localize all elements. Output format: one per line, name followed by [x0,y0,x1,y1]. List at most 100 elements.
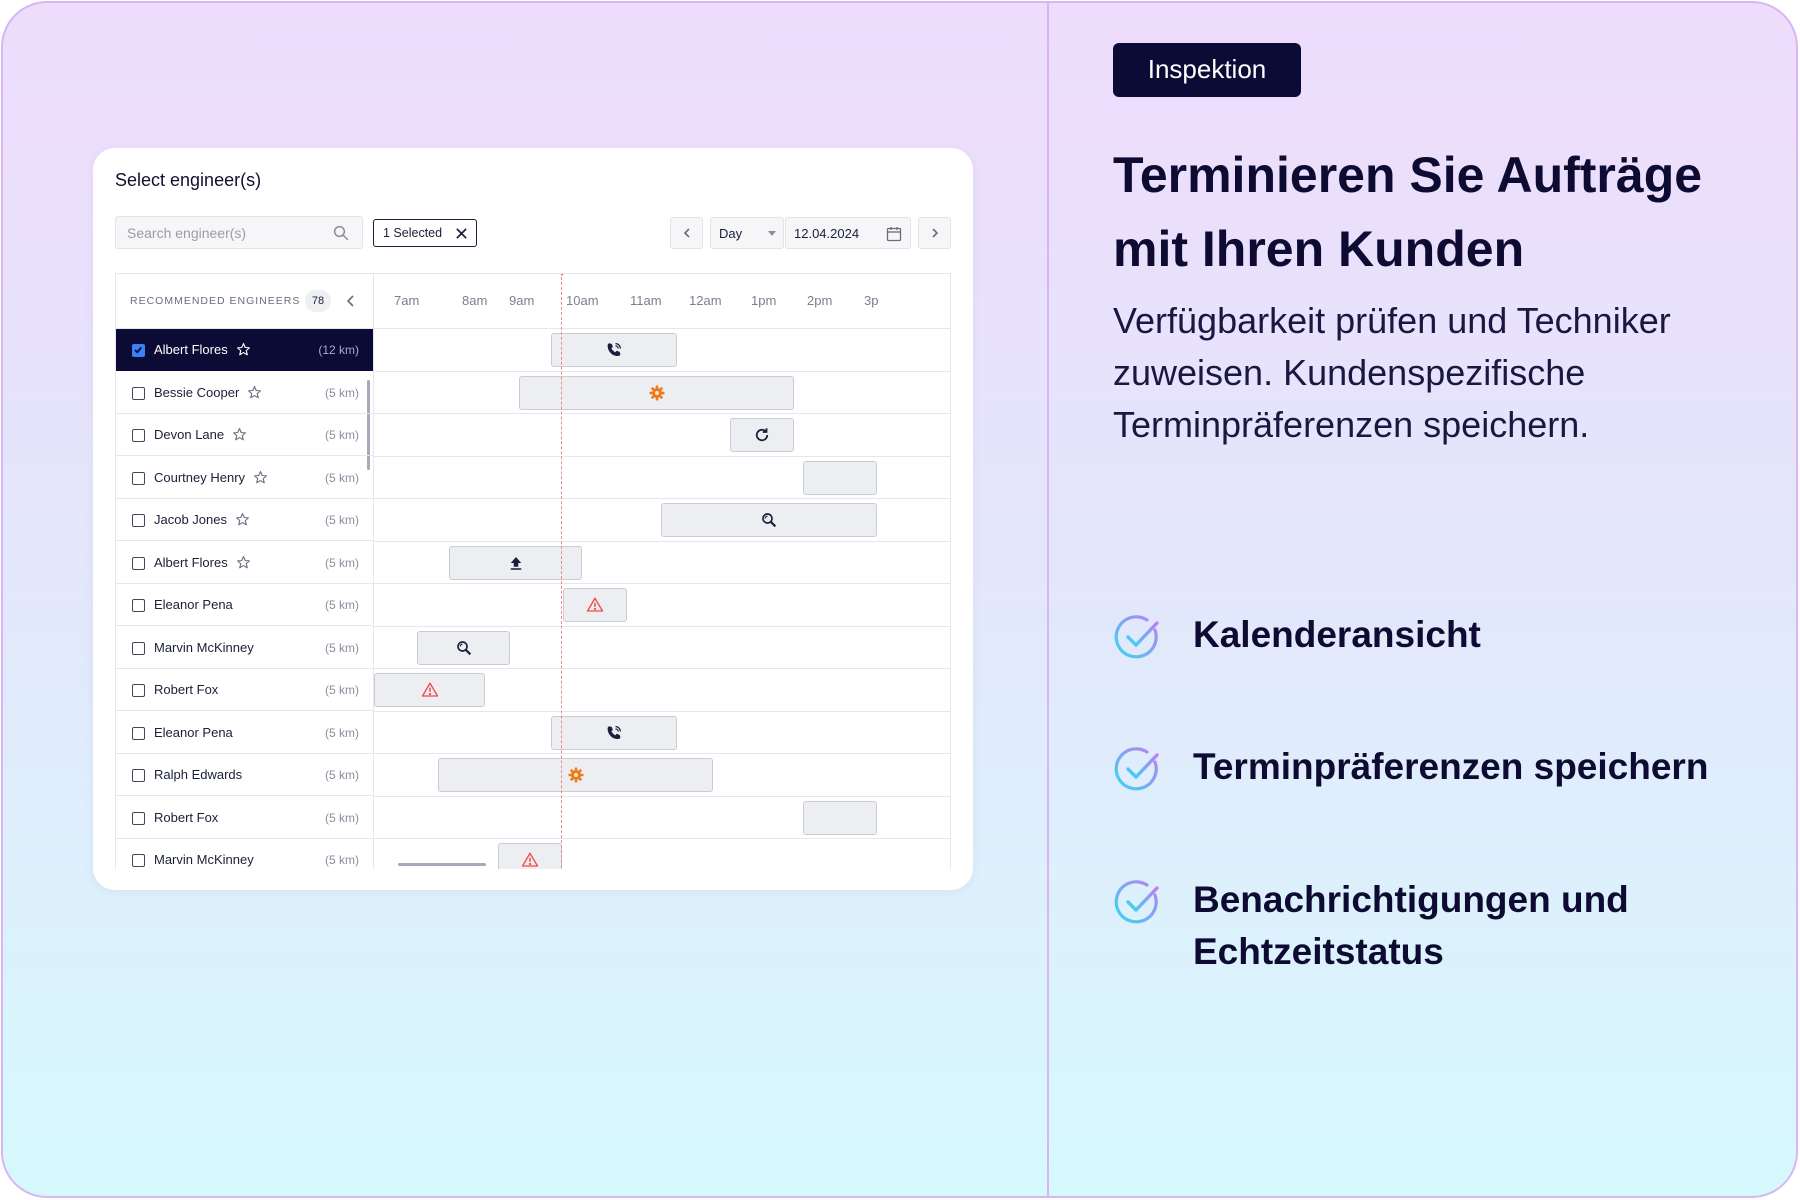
feature-label: Benachrichtigungen und Echtzeitstatus [1193,879,1629,972]
engineer-row[interactable]: Robert Fox (5 km) [116,797,373,839]
search-input[interactable]: Search engineer(s) [115,216,363,249]
caret-down-icon [768,231,776,236]
grid-row-line [374,455,950,457]
time-label: 7am [394,293,420,308]
job-block[interactable] [519,375,794,410]
warning-icon [586,597,604,612]
engineer-checkbox[interactable] [132,726,145,740]
grid-row-line [374,795,950,797]
engineer-distance: (5 km) [325,768,359,782]
close-icon[interactable] [455,227,468,240]
check-icon [134,346,142,354]
headline: Terminieren Sie Aufträge mit Ihren Kunde… [1113,147,1703,277]
engineer-checkbox[interactable] [132,769,145,782]
selected-chip[interactable]: 1 Selected [373,219,477,247]
engineer-name: Albert Flores [154,554,228,570]
engineer-row[interactable]: Marvin McKinney (5 km) [116,627,373,669]
job-block[interactable] [551,333,677,367]
engineer-row[interactable]: Jacob Jones (5 km) [116,499,373,541]
view-mode-select[interactable]: Day [710,217,784,249]
job-block[interactable] [803,460,877,495]
engineer-row[interactable]: Robert Fox (5 km) [116,669,373,711]
star-icon[interactable] [235,512,250,527]
grid-row-line [374,540,950,542]
engineer-row[interactable]: Bessie Cooper (5 km) [116,372,373,414]
grid-row-line [374,583,950,584]
gear-icon [568,767,583,783]
job-block[interactable] [374,673,485,707]
engineer-checkbox[interactable] [132,344,145,357]
engineer-distance: (5 km) [325,725,359,740]
engineer-checkbox[interactable] [132,514,145,527]
list-scrollbar[interactable] [367,380,370,470]
job-block[interactable] [498,843,562,869]
engineer-row[interactable]: Albert Flores (5 km) [116,542,373,584]
prev-day-button[interactable] [670,217,703,249]
engineer-checkbox[interactable] [132,599,145,612]
engineer-name: Albert Flores [154,342,228,357]
subtext: Verfügbarkeit prüfen und Techniker zuwei… [1113,300,1671,445]
current-time-line [561,274,562,868]
engineer-distance: (5 km) [325,598,359,612]
view-mode-label: Day [719,226,743,241]
list-header-label: RECOMMENDED ENGINEERS [130,295,301,307]
time-label: 1pm [751,293,777,308]
engineer-name: Marvin McKinney [154,639,254,655]
horizontal-scrollbar[interactable] [398,863,486,866]
job-block[interactable] [563,588,627,622]
engineer-distance: (5 km) [325,470,359,485]
star-icon[interactable] [253,470,268,485]
engineer-name: Bessie Cooper [154,384,240,400]
engineer-row[interactable]: Eleanor Pena (5 km) [116,584,373,626]
job-block[interactable] [730,418,794,452]
job-block[interactable] [803,800,877,835]
check-circle-icon [1114,615,1159,659]
grid-row-line [374,625,950,627]
engineer-list: Albert Flores (12 km) Bessie Cooper (5 km) D… [116,329,374,869]
engineer-checkbox[interactable] [132,429,145,442]
engineer-checkbox[interactable] [132,386,145,400]
engineer-checkbox[interactable] [132,854,145,867]
engineer-name: Eleanor Pena [154,724,233,740]
engineer-row[interactable]: Devon Lane (5 km) [116,414,373,456]
job-block[interactable] [417,630,510,665]
engineer-checkbox[interactable] [132,811,145,825]
time-label: 8am [462,293,488,308]
engineer-checkbox[interactable] [132,641,145,655]
chevron-left-icon [683,228,690,238]
star-icon[interactable] [232,427,247,442]
engineer-checkbox[interactable] [132,556,145,570]
engineer-row[interactable]: Courtney Henry (5 km) [116,457,373,499]
star-icon[interactable] [247,385,262,400]
date-picker[interactable]: 12.04.2024 [785,217,911,249]
engineer-row[interactable]: Marvin McKinney (5 km) [116,839,373,869]
job-block[interactable] [438,758,713,792]
calendar-icon[interactable] [886,226,902,242]
job-block[interactable] [661,503,877,537]
job-block[interactable] [449,545,582,580]
next-day-button[interactable] [918,217,951,249]
chevron-left-icon[interactable] [344,294,358,308]
gear-icon [649,385,664,400]
engineer-row[interactable]: Ralph Edwards (5 km) [116,754,373,796]
star-icon[interactable] [236,555,251,570]
time-label: 12am [689,293,722,308]
refresh-icon [755,428,769,442]
search-zoom-icon [762,513,777,528]
count-badge: 78 [305,290,331,312]
engineer-checkbox[interactable] [132,684,145,697]
engineer-checkbox[interactable] [132,471,145,485]
engineer-name: Devon Lane [154,427,225,442]
job-block[interactable] [551,715,677,750]
list-header: RECOMMENDED ENGINEERS 78 [116,274,374,329]
warning-icon [421,682,438,697]
engineer-name: Robert Fox [154,682,219,697]
star-icon[interactable] [236,342,251,357]
engineer-row[interactable]: Albert Flores (12 km) [116,329,373,371]
selected-chip-label: 1 Selected [383,226,443,240]
engineer-row[interactable]: Eleanor Pena (5 km) [116,712,373,754]
engineer-name: Marvin McKinney [154,852,254,867]
engineer-distance: (5 km) [325,810,359,825]
upload-icon [510,556,521,570]
